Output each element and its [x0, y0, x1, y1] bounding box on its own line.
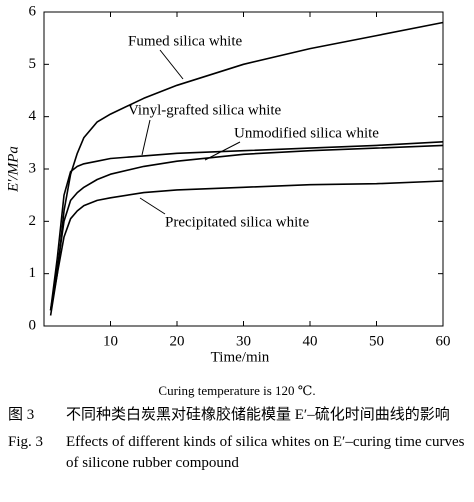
leader-line: [159, 49, 184, 80]
y-tick-label: 1: [29, 265, 37, 281]
x-tick-label: 50: [369, 333, 384, 349]
series-line: [49, 21, 444, 316]
caption-text: 不同种类白炭黑对硅橡胶储能模量 E′–硫化时间曲线的影响: [66, 407, 450, 423]
caption-text: Effects of different kinds of silica whi…: [66, 434, 465, 471]
leader-line: [141, 119, 151, 156]
y-tick-label: 0: [29, 317, 37, 333]
series-label: Fumed silica white: [128, 33, 242, 49]
y-tick-label: 3: [29, 160, 37, 176]
chart: Time/min E′/MPa Curing temperature is 12…: [5, 3, 451, 398]
x-tick-label: 10: [103, 333, 118, 349]
series-label: Unmodified silica white: [234, 125, 379, 141]
y-axis-label: E′/MPa: [5, 146, 21, 193]
y-tick-label: 5: [29, 56, 37, 72]
series-line: [49, 141, 444, 311]
x-tick-label: 30: [236, 333, 251, 349]
caption-en: Fig. 3 Effects of different kinds of sili…: [8, 432, 466, 474]
y-tick-label: 4: [29, 108, 37, 124]
caption-label: 图 3: [8, 407, 35, 423]
caption-label: Fig. 3: [8, 434, 44, 450]
series-line: [49, 144, 444, 311]
y-tick-label: 2: [29, 213, 37, 229]
x-axis-label: Time/min: [211, 349, 270, 365]
series-line: [49, 180, 444, 311]
x-tick-label: 20: [170, 333, 185, 349]
series-label: Vinyl-grafted silica white: [128, 102, 282, 118]
x-tick-label: 60: [436, 333, 451, 349]
leader-line: [139, 197, 166, 215]
series-label: Precipitated silica white: [165, 214, 309, 230]
caption-cn: 图 3 不同种类白炭黑对硅橡胶储能模量 E′–硫化时间曲线的影响: [8, 405, 466, 426]
y-tick-label: 6: [29, 3, 37, 19]
x-tick-label: 40: [303, 333, 318, 349]
plot-frame: [43, 11, 444, 327]
note: Curing temperature is 120 ℃.: [158, 383, 315, 398]
